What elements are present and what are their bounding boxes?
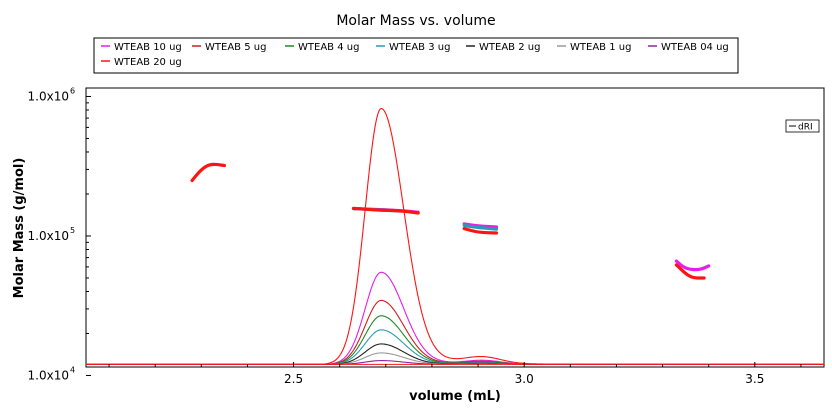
legend-item: WTEAB 04 ug xyxy=(648,42,729,53)
molar-mass-segment xyxy=(190,162,226,183)
dri-legend-label: dRI xyxy=(798,123,813,133)
y-tick-exponent: 6 xyxy=(70,86,75,95)
legend-label: WTEAB 2 ug xyxy=(479,42,540,53)
legend-label: WTEAB 20 ug xyxy=(114,57,182,68)
legend-item: WTEAB 10 ug xyxy=(101,42,182,53)
x-tick-label: 2.5 xyxy=(284,372,303,386)
legend-box xyxy=(93,37,739,74)
x-tick-label: 3.0 xyxy=(515,372,534,386)
series-layer xyxy=(86,107,824,365)
y-tick-label: 1.0x10 xyxy=(28,229,69,243)
plot-area: 2.5 3.0 3.51.0x10 41.0x10 51.0x10 6 xyxy=(28,86,825,386)
molar-mass-segment xyxy=(462,223,499,231)
molar-mass-segment xyxy=(674,259,711,272)
y-tick-exponent: 5 xyxy=(70,226,75,235)
legend-label: WTEAB 10 ug xyxy=(114,42,182,53)
y-tick-label: 1.0x10 xyxy=(28,89,69,103)
y-axis-label: Molar Mass (g/mol) xyxy=(12,158,27,299)
dri-legend: dRI xyxy=(785,119,820,133)
molar-mass-segment xyxy=(462,227,499,235)
legend-item: WTEAB 3 ug xyxy=(376,42,450,53)
y-tick-exponent: 4 xyxy=(70,365,75,374)
legend-item: WTEAB 1 ug xyxy=(557,42,631,53)
plot-frame xyxy=(85,87,825,368)
legend-item: WTEAB 2 ug xyxy=(466,42,540,53)
legend-item: WTEAB 20 ug xyxy=(101,57,182,68)
dri-legend-box xyxy=(785,119,820,133)
y-tick-label: 1.0x10 xyxy=(28,368,69,382)
legend-item: WTEAB 5 ug xyxy=(192,42,266,53)
legend: WTEAB 10 ug WTEAB 5 ug WTEAB 4 ug WTEAB 3 u… xyxy=(93,37,739,74)
legend-label: WTEAB 04 ug xyxy=(661,42,729,53)
legend-label: WTEAB 3 ug xyxy=(389,42,450,53)
x-tick-label: 3.5 xyxy=(745,372,764,386)
legend-label: WTEAB 1 ug xyxy=(570,42,631,53)
x-axis-label: volume (mL) xyxy=(409,389,501,404)
chart-title: Molar Mass vs. volume xyxy=(336,13,495,29)
legend-items: WTEAB 10 ug WTEAB 5 ug WTEAB 4 ug WTEAB 3 u… xyxy=(101,42,729,68)
legend-label: WTEAB 4 ug xyxy=(298,42,359,53)
legend-item: WTEAB 4 ug xyxy=(285,42,359,53)
axis-layer: 2.5 3.0 3.51.0x10 41.0x10 51.0x10 6 xyxy=(28,86,802,386)
molar-mass-segment xyxy=(351,206,420,215)
molar-mass-segment xyxy=(674,263,706,280)
legend-label: WTEAB 5 ug xyxy=(205,42,266,53)
